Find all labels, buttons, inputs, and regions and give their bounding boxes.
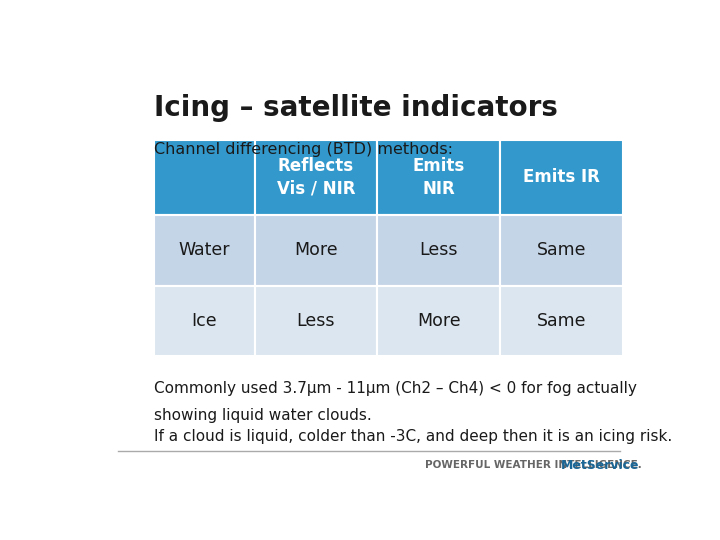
Text: Emits IR: Emits IR (523, 168, 600, 186)
Text: POWERFUL WEATHER INTELLIGENCE.: POWERFUL WEATHER INTELLIGENCE. (425, 460, 642, 470)
FancyBboxPatch shape (377, 286, 500, 356)
Text: Water: Water (179, 241, 230, 259)
FancyBboxPatch shape (500, 286, 623, 356)
FancyBboxPatch shape (255, 215, 377, 286)
FancyBboxPatch shape (500, 140, 623, 215)
Text: MetService: MetService (562, 458, 640, 472)
Text: Emits
NIR: Emits NIR (413, 157, 465, 198)
Text: Less: Less (420, 241, 458, 259)
FancyBboxPatch shape (255, 286, 377, 356)
Text: Same: Same (537, 312, 586, 330)
Text: Channel differencing (BTD) methods:: Channel differencing (BTD) methods: (154, 141, 453, 157)
Text: Ice: Ice (192, 312, 217, 330)
Text: Commonly used 3.7μm - 11μm (Ch2 – Ch4) < 0 for fog actually: Commonly used 3.7μm - 11μm (Ch2 – Ch4) <… (154, 381, 637, 396)
FancyBboxPatch shape (377, 215, 500, 286)
FancyBboxPatch shape (377, 140, 500, 215)
FancyBboxPatch shape (255, 140, 377, 215)
FancyBboxPatch shape (154, 140, 255, 215)
Text: Less: Less (297, 312, 336, 330)
FancyBboxPatch shape (154, 215, 255, 286)
Text: showing liquid water clouds.: showing liquid water clouds. (154, 408, 372, 423)
Text: More: More (417, 312, 461, 330)
Text: More: More (294, 241, 338, 259)
FancyBboxPatch shape (154, 286, 255, 356)
Text: Icing – satellite indicators: Icing – satellite indicators (154, 94, 558, 122)
FancyBboxPatch shape (500, 215, 623, 286)
Text: Reflects
Vis / NIR: Reflects Vis / NIR (276, 157, 355, 198)
Text: If a cloud is liquid, colder than -3C, and deep then it is an icing risk.: If a cloud is liquid, colder than -3C, a… (154, 429, 672, 444)
Text: Same: Same (537, 241, 586, 259)
